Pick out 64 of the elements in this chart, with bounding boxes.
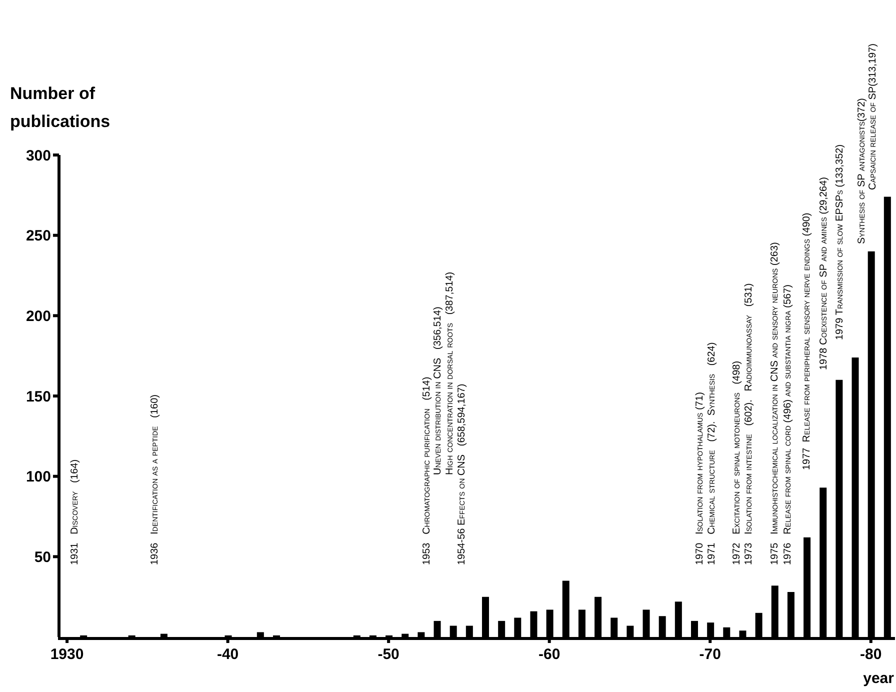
bar: [402, 634, 409, 637]
bar: [546, 610, 554, 637]
annotation: 1931 Discovery (164): [70, 459, 81, 565]
annotation: 1972 Excitation of spinal motoneurons (498): [732, 360, 743, 565]
x-tick-label: -60: [538, 646, 560, 663]
bar: [482, 596, 489, 637]
bar: [804, 537, 811, 637]
x-tick-label: -40: [216, 646, 239, 663]
bar: [498, 620, 506, 637]
bar: [691, 620, 698, 637]
annotation: High concentration in dorsal roots (387,514): [444, 272, 456, 475]
y-axis-title: Number of publications: [10, 83, 112, 133]
bar: [466, 626, 473, 637]
annotation: 1979 Transmission of slow EPSPs (133,352): [834, 144, 846, 340]
annotation: Synthesis of SP antagonists(372): [856, 98, 868, 244]
bar: [434, 620, 441, 637]
bar: [852, 357, 859, 637]
bar: [642, 610, 650, 637]
x-tick-label: -80: [860, 646, 882, 663]
x-tick-label: -70: [699, 646, 721, 663]
y-tick-label: 300: [26, 147, 51, 164]
y-tick-label: 250: [26, 228, 51, 245]
bar: [739, 630, 746, 637]
bar: [723, 627, 730, 637]
bar: [820, 488, 827, 637]
annotation: 1975 Immunohistochemical localization in CNS and sensory neurons (263): [770, 242, 781, 565]
bar: [562, 580, 570, 637]
bar: [256, 632, 264, 637]
bar: [610, 618, 618, 637]
bar: [530, 611, 538, 637]
x-tick-label: -50: [378, 646, 400, 663]
bar: [787, 592, 794, 637]
x-tick-label: 1930: [50, 646, 84, 663]
bar: [836, 380, 843, 637]
annotation: 1978 Coexistence of SP and amines (29,264): [818, 176, 830, 370]
bar: [578, 610, 586, 637]
bar: [674, 602, 682, 637]
bar: [868, 251, 875, 637]
bar: [707, 622, 714, 637]
bar: [594, 596, 602, 637]
annotation: Uneven distribution in CNS (356,514): [432, 306, 444, 475]
bar: [160, 634, 168, 637]
bar: [626, 626, 634, 637]
bar: [771, 586, 778, 637]
bar: [418, 632, 425, 637]
annotation: 1971 Chemical structure (72). Synthesis (624): [706, 342, 718, 565]
bar: [450, 626, 457, 637]
y-tick-label: 100: [26, 468, 51, 486]
bar: [514, 618, 522, 637]
annotation: 1977 Release from peripheral sensory nerve endings (490): [802, 212, 813, 470]
annotation: 1936 Identification as a peptide (160): [150, 394, 161, 565]
bar: [755, 612, 762, 637]
bar: [658, 616, 666, 637]
annotation: 1970 Isolation from hypothalamus (71): [694, 392, 706, 565]
annotation: 1976 Release from spinal cord (496) and substantia nigra (567): [782, 284, 794, 565]
y-tick-label: 150: [26, 388, 51, 406]
annotation: 1973 Isolation from intestine (602). Radioimmunoassay (531): [744, 283, 755, 565]
x-axis-title: year: [863, 670, 894, 687]
bar: [884, 196, 891, 637]
annotation: Capsaicin release of SP(313,197): [868, 44, 879, 190]
annotation: 1953 Chromatographic purification (514): [422, 376, 433, 565]
annotation: 1954-56 Effects on CNS (658,594,167): [456, 384, 468, 565]
y-tick-label: 50: [34, 548, 51, 566]
y-tick-label: 200: [26, 308, 51, 325]
